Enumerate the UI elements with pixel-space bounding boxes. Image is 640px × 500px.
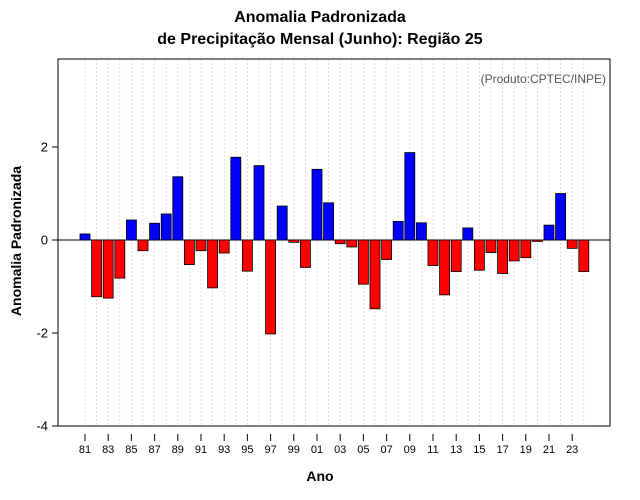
bar-85: [126, 219, 137, 241]
bar-89: [172, 176, 184, 241]
y-tick-label: 0: [41, 233, 48, 248]
bar-00: [299, 239, 311, 268]
bar-11: [427, 239, 439, 266]
bar-12: [439, 239, 451, 296]
x-tick-label: 99: [288, 444, 300, 456]
bar-04: [346, 239, 358, 248]
y-axis: -4 -2 0 2: [36, 140, 58, 434]
x-tick-label: 11: [427, 444, 438, 456]
bar-02: [323, 202, 335, 241]
bar-17: [497, 239, 509, 274]
bar-18: [508, 239, 520, 262]
bar-22: [555, 193, 566, 241]
bar-21: [543, 224, 555, 241]
bar-09: [404, 152, 416, 241]
bar-06: [369, 239, 381, 310]
bar-93: [218, 239, 230, 254]
y-tick-label: -2: [36, 326, 48, 341]
bar-14: [462, 227, 474, 241]
x-tick-label: 95: [241, 444, 253, 456]
x-tick-label: 81: [79, 444, 91, 456]
x-tick-label: 93: [218, 444, 230, 456]
bar-03: [334, 239, 346, 245]
plot-frame: [57, 58, 611, 427]
x-tick-label: 09: [404, 444, 416, 456]
bar-83: [102, 239, 114, 299]
bar-10: [415, 222, 427, 241]
bar-84: [114, 239, 126, 279]
x-tick-label: 19: [520, 444, 532, 456]
bar-91: [195, 239, 207, 252]
x-tick-label: 15: [473, 444, 485, 456]
bar-01: [311, 168, 323, 241]
y-tick-label: -4: [36, 419, 48, 434]
x-tick-label: 85: [125, 444, 137, 456]
bar-05: [357, 239, 369, 285]
bar-95: [241, 239, 253, 272]
bar-16: [485, 239, 497, 253]
x-tick-label: 89: [172, 444, 184, 456]
bar-07: [381, 239, 393, 260]
x-tick-label: 23: [566, 444, 578, 456]
x-tick-label: 91: [195, 444, 207, 456]
bar-19: [520, 239, 532, 259]
bar-23: [566, 239, 578, 249]
chart-title-line-1: Anomalia Padronizada: [234, 9, 406, 26]
x-tick-label: 17: [496, 444, 508, 456]
x-tick-label: 21: [543, 444, 555, 456]
bar-81: [79, 233, 91, 241]
bar-20: [532, 239, 543, 242]
x-tick-label: 01: [311, 444, 323, 456]
bar-88: [160, 213, 172, 241]
bar-08: [392, 220, 404, 241]
bar-86: [137, 239, 149, 252]
bar-96: [253, 165, 265, 241]
bar-15: [473, 239, 485, 271]
x-axis: 81 83 85 87 89 91 93 95 97 99 01 03 05 07 09 11 13 15 17 19…: [79, 434, 578, 456]
bar-97: [265, 239, 277, 335]
bar-82: [91, 239, 102, 298]
product-credit: (Produto:CPTEC/INPE): [480, 72, 606, 86]
bar-90: [183, 239, 195, 266]
x-tick-label: 87: [148, 444, 160, 456]
bar-24: [578, 239, 590, 273]
bar-series: [79, 152, 590, 335]
x-tick-label: 05: [357, 444, 369, 456]
bar-99: [288, 239, 300, 243]
bar-94: [230, 156, 242, 241]
x-tick-label: 97: [264, 444, 276, 456]
x-tick-label: 03: [334, 444, 346, 456]
x-tick-label: 07: [380, 444, 392, 456]
y-axis-label: Anomalia Padronizada: [8, 165, 24, 317]
bar-98: [276, 205, 288, 241]
x-tick-label: 13: [450, 444, 462, 456]
bar-92: [207, 239, 219, 289]
x-tick-label: 83: [102, 444, 114, 456]
x-axis-label: Ano: [306, 468, 334, 484]
bar-87: [149, 222, 161, 241]
vertical-gridlines: [84, 59, 585, 426]
bar-13: [450, 239, 462, 273]
chart-title-line-2: de Precipitação Mensal (Junho): Região 2…: [157, 31, 483, 48]
y-tick-label: 2: [41, 140, 48, 155]
